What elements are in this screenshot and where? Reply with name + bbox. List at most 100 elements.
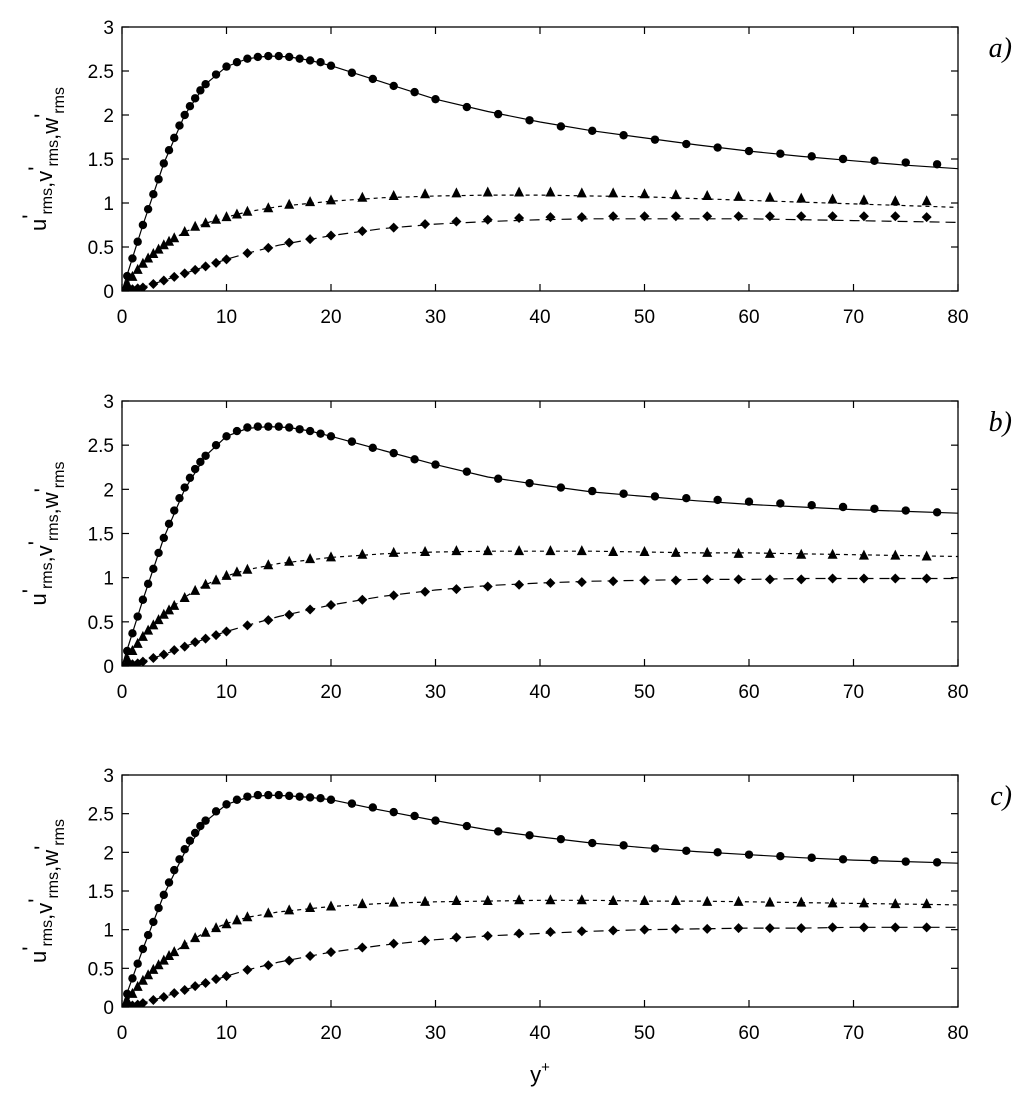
- data-point-diamond: [420, 219, 431, 230]
- data-point-circle: [274, 51, 283, 61]
- data-point-diamond: [921, 922, 932, 933]
- x-tick-label: 20: [320, 682, 341, 703]
- data-point-triangle: [921, 195, 932, 206]
- data-point-diamond: [482, 214, 493, 225]
- data-point-circle: [838, 502, 848, 512]
- data-point-diamond: [890, 211, 901, 222]
- data-point-triangle: [164, 604, 175, 615]
- data-point-triangle: [122, 994, 133, 1005]
- data-point-triangle: [921, 898, 932, 909]
- data-point-triangle: [158, 239, 169, 250]
- data-point-diamond: [733, 211, 744, 222]
- data-point-circle: [253, 790, 263, 800]
- data-point-triangle: [326, 900, 336, 911]
- y-tick-label: 3: [103, 392, 114, 413]
- series-line: [122, 926, 958, 1007]
- data-point-diamond: [263, 242, 274, 253]
- data-point-circle: [556, 483, 566, 492]
- data-point-diamond: [576, 926, 587, 937]
- data-point-circle: [305, 56, 315, 65]
- data-point-circle: [410, 87, 419, 97]
- data-point-triangle: [263, 202, 274, 213]
- y-tick-label: 0: [103, 998, 114, 1019]
- x-tick-label: 40: [529, 307, 550, 328]
- data-point-triangle: [231, 914, 242, 925]
- y-tick-label: 0.5: [88, 613, 114, 634]
- data-point-diamond: [858, 922, 869, 933]
- data-point-triangle: [608, 895, 619, 906]
- data-point-diamond: [764, 574, 775, 585]
- data-point-circle: [295, 792, 304, 801]
- data-point-circle: [347, 68, 357, 77]
- data-point-circle: [164, 878, 174, 887]
- data-point-circle: [222, 62, 231, 71]
- data-point-triangle: [122, 652, 133, 663]
- data-point-circle: [389, 448, 398, 458]
- data-point-circle: [295, 54, 304, 63]
- x-tick-label: 20: [320, 307, 341, 328]
- data-point-circle: [316, 429, 325, 438]
- data-point-triangle: [514, 894, 525, 905]
- data-point-triangle: [190, 220, 201, 231]
- x-tick-label: 80: [947, 1023, 968, 1044]
- data-point-circle: [149, 917, 158, 927]
- data-point-diamond: [158, 275, 169, 286]
- data-point-diamond: [764, 211, 775, 222]
- x-tick-label: 30: [425, 1023, 446, 1044]
- data-point-diamond: [190, 637, 201, 648]
- data-point-triangle: [132, 980, 143, 991]
- data-point-triangle: [357, 898, 368, 909]
- data-point-triangle: [482, 895, 493, 906]
- data-point-triangle: [764, 547, 775, 558]
- data-point-circle: [870, 156, 879, 165]
- data-point-triangle: [670, 189, 681, 200]
- data-point-circle: [274, 790, 283, 800]
- x-tick-label: 10: [216, 307, 237, 328]
- data-point-triangle: [702, 546, 713, 557]
- y-tick-label: 1.5: [88, 150, 114, 171]
- data-point-triangle: [576, 894, 587, 905]
- data-point-circle: [154, 903, 163, 913]
- data-point-triangle: [326, 551, 336, 562]
- data-point-triangle: [284, 198, 295, 209]
- data-point-circle: [744, 146, 754, 156]
- data-point-triangle: [127, 270, 138, 281]
- data-point-triangle: [388, 896, 399, 907]
- data-point-diamond: [545, 212, 556, 223]
- data-point-circle: [154, 175, 163, 184]
- data-point-triangle: [158, 954, 169, 965]
- data-point-triangle: [305, 196, 316, 207]
- x-tick-label: 0: [117, 682, 128, 703]
- data-point-triangle: [132, 263, 143, 274]
- panel-label: a): [989, 33, 1012, 64]
- data-point-circle: [128, 629, 137, 638]
- x-tick-label: 0: [117, 1023, 128, 1044]
- x-tick-label: 10: [216, 682, 237, 703]
- x-tick-label: 30: [425, 307, 446, 328]
- data-point-diamond: [284, 237, 295, 248]
- data-point-triangle: [148, 248, 159, 259]
- data-point-triangle: [190, 584, 201, 595]
- data-point-circle: [932, 160, 942, 169]
- data-point-diamond: [137, 282, 148, 291]
- y-tick-label: 2.5: [88, 436, 114, 457]
- data-point-circle: [326, 432, 336, 441]
- data-point-diamond: [514, 579, 525, 590]
- data-point-circle: [431, 94, 440, 104]
- data-point-diamond: [670, 923, 681, 934]
- data-point-diamond: [670, 575, 681, 586]
- data-point-triangle: [858, 549, 869, 560]
- chart-panel: 00.511.522.530 10 20 30 40 50 60 70 80u'rms,v'rm…: [18, 18, 1012, 328]
- data-point-triangle: [200, 926, 211, 937]
- data-point-diamond: [827, 211, 838, 222]
- data-point-triangle: [514, 545, 525, 556]
- data-point-circle: [170, 865, 179, 875]
- data-point-triangle: [545, 186, 556, 197]
- data-point-circle: [713, 495, 722, 505]
- data-point-triangle: [153, 959, 164, 970]
- data-point-circle: [149, 190, 158, 199]
- data-point-triangle: [796, 548, 807, 559]
- data-point-diamond: [514, 212, 525, 223]
- plot-area: [122, 422, 958, 666]
- data-point-circle: [133, 612, 142, 621]
